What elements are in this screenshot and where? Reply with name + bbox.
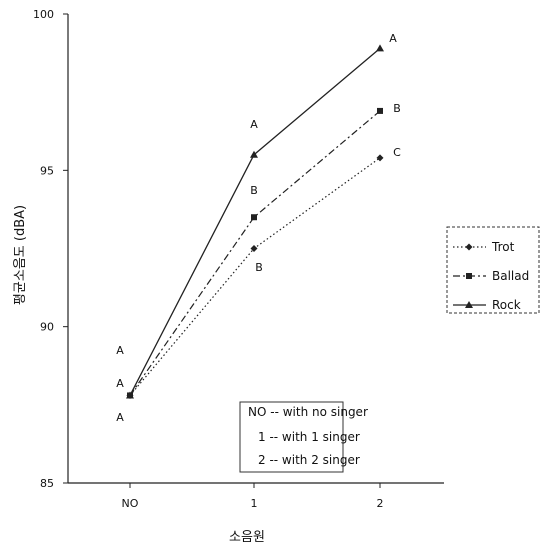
note-line-0: NO -- with no singer	[248, 405, 368, 419]
significance-letter: A	[116, 344, 124, 357]
legend-label-trot: Trot	[491, 240, 515, 254]
marker-square	[466, 273, 472, 279]
significance-letters: A B C A B B A A A	[116, 32, 401, 424]
x-axis-label: 소음원	[229, 530, 265, 545]
series-lines	[129, 47, 381, 396]
significance-letter: C	[393, 146, 401, 159]
note-line-2: 2 -- with 2 singer	[258, 453, 360, 467]
y-ticks: 85 90 95 100	[33, 8, 68, 490]
legend-label-rock: Rock	[492, 298, 521, 312]
marker-triangle	[376, 44, 384, 52]
legend-items: Trot Ballad Rock	[453, 240, 529, 312]
y-tick-label: 85	[40, 477, 54, 490]
series-markers	[126, 44, 384, 399]
note-box-frame	[239, 401, 344, 473]
x-tick-label: 2	[377, 497, 384, 510]
x-ticks: NO 1 2	[122, 483, 384, 510]
significance-letter: B	[255, 261, 263, 274]
y-axis-label: 평균소음도 (dBA)	[13, 205, 28, 305]
legend-label-ballad: Ballad	[492, 269, 529, 283]
y-tick-label: 100	[33, 8, 54, 21]
chart-axes	[67, 14, 444, 484]
legend-box	[446, 226, 540, 314]
significance-letter: A	[389, 32, 397, 45]
marker-square	[251, 214, 257, 221]
note-line-1: 1 -- with 1 singer	[258, 430, 360, 444]
note-box: NO -- with no singer 1 -- with 1 singer …	[239, 401, 368, 473]
significance-letter: B	[250, 184, 258, 197]
legend: Trot Ballad Rock	[446, 226, 540, 314]
x-tick-label: NO	[122, 497, 139, 510]
x-tick-label: 1	[251, 497, 258, 510]
marker-diamond	[465, 243, 473, 251]
y-tick-label: 90	[40, 321, 54, 334]
significance-letter: A	[116, 377, 124, 390]
y-tick-label: 95	[40, 164, 54, 177]
marker-diamond	[376, 154, 384, 162]
marker-triangle	[465, 301, 473, 308]
significance-letter: A	[250, 118, 258, 131]
marker-triangle	[126, 391, 134, 399]
series-line-rock	[129, 47, 381, 396]
significance-letter: B	[393, 102, 401, 115]
significance-letter: A	[116, 411, 124, 424]
marker-triangle	[250, 150, 258, 158]
marker-diamond	[250, 245, 258, 252]
marker-square	[377, 107, 383, 114]
